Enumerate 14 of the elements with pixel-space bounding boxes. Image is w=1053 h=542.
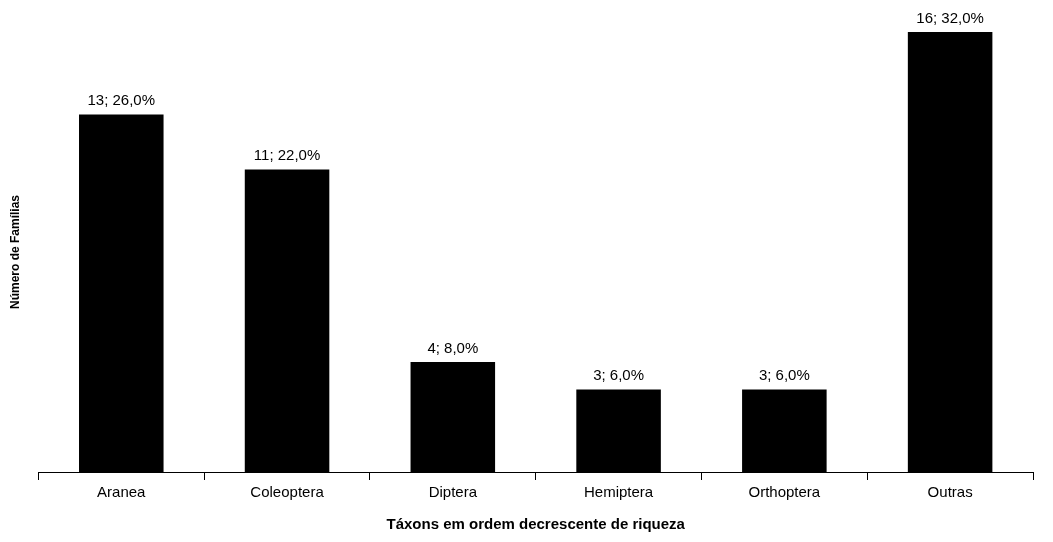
data-label: 3; 6,0%: [593, 366, 645, 384]
data-label: 3; 6,0%: [758, 366, 810, 384]
x-tick-label: Diptera: [428, 483, 478, 501]
x-tick-label: Hemiptera: [583, 483, 654, 501]
data-label: 11; 22,0%: [253, 146, 321, 164]
x-tick-label: Aranea: [97, 483, 147, 501]
x-tick-label: Outras: [927, 483, 973, 501]
data-label: 13; 26,0%: [87, 91, 156, 109]
x-tick-label: Coleoptera: [250, 483, 325, 501]
data-label: 4; 8,0%: [427, 338, 479, 356]
data-label: 16; 32,0%: [916, 8, 984, 26]
x-axis-title: Táxons em ordem decrescente de riqueza: [386, 515, 686, 533]
y-axis-title: Número de Famílias: [7, 194, 22, 310]
x-tick-label: Orthoptera: [748, 483, 821, 501]
